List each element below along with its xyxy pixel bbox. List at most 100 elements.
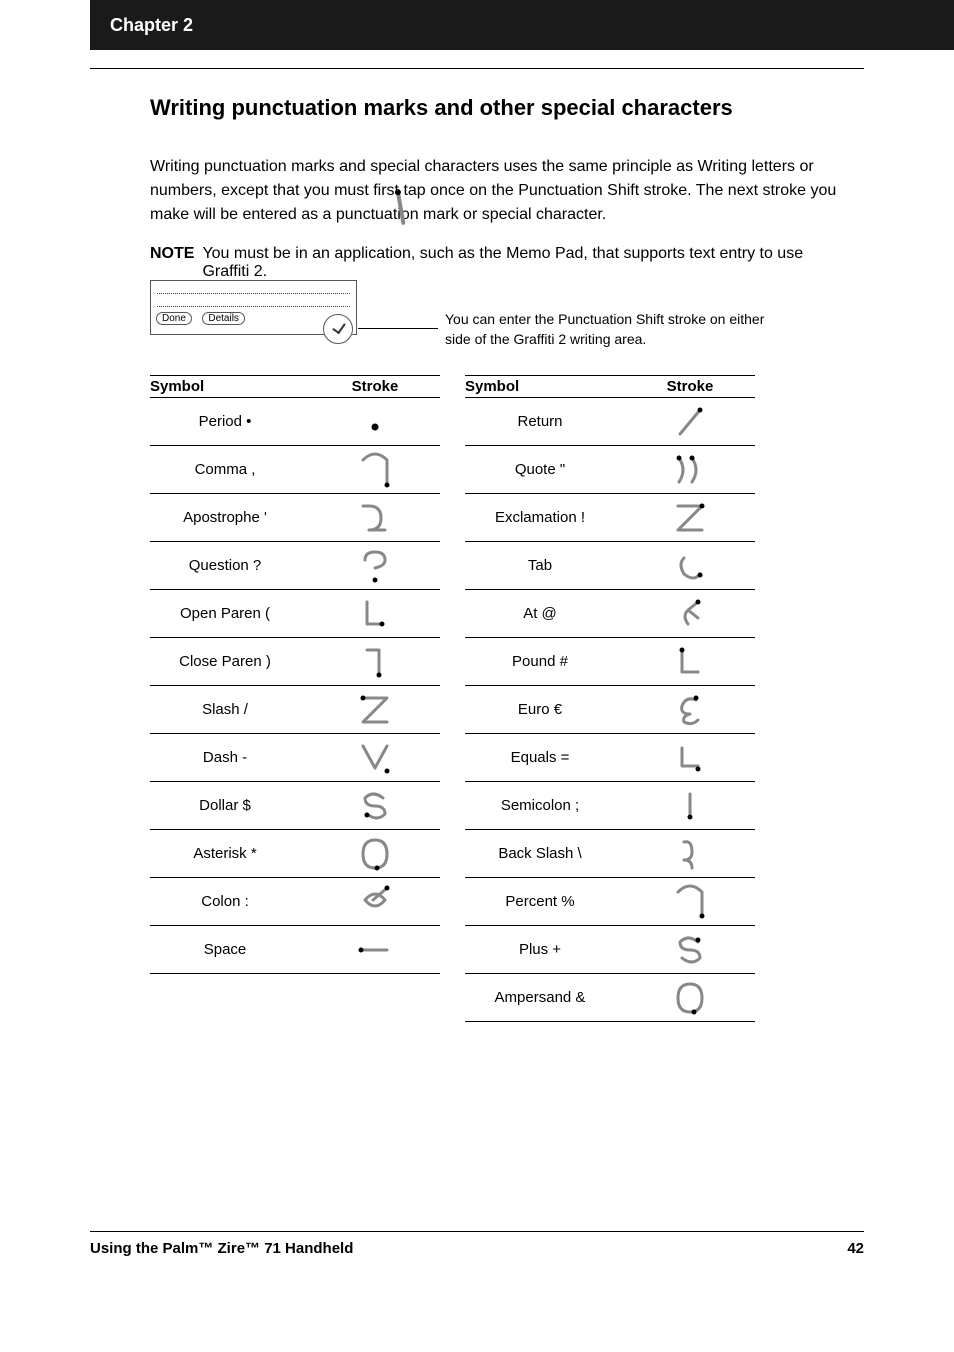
table-row: Colon : xyxy=(150,878,440,926)
stroke-cell xyxy=(310,834,440,874)
symbol-cell: Period • xyxy=(150,413,310,430)
stroke-cell xyxy=(625,594,755,634)
stroke-table-right: Symbol Stroke Return Quote " Exclamation !… xyxy=(465,375,755,1022)
stroke-glyph-icon xyxy=(355,594,395,634)
stroke-cell xyxy=(310,402,440,442)
footer-left: Using the Palm™ Zire™ 71 Handheld xyxy=(90,1240,353,1257)
symbol-cell: Tab xyxy=(465,557,625,574)
table-row: Semicolon ; xyxy=(465,782,755,830)
symbol-cell: Equals = xyxy=(465,749,625,766)
symbol-cell: Plus + xyxy=(465,941,625,958)
stroke-glyph-icon xyxy=(355,738,395,778)
symbol-cell: Close Paren ) xyxy=(150,653,310,670)
table-row: Equals = xyxy=(465,734,755,782)
note-text: You must be in an application, such as t… xyxy=(202,245,850,281)
symbol-cell: Comma , xyxy=(150,461,310,478)
symbol-cell: At @ xyxy=(465,605,625,622)
symbol-cell: Space xyxy=(150,941,310,958)
header-rule xyxy=(90,68,864,69)
stroke-glyph-icon xyxy=(355,930,395,970)
symbol-cell: Quote " xyxy=(465,461,625,478)
note-label: NOTE xyxy=(150,245,194,263)
footer-rule xyxy=(90,1231,864,1232)
table-row: Space xyxy=(150,926,440,974)
table-row: Question ? xyxy=(150,542,440,590)
table-row: Asterisk * xyxy=(150,830,440,878)
stroke-cell xyxy=(625,546,755,586)
stroke-glyph-icon xyxy=(670,402,710,442)
stroke-glyph-icon xyxy=(670,882,710,922)
stroke-glyph-icon xyxy=(355,642,395,682)
stroke-cell xyxy=(625,834,755,874)
symbol-cell: Ampersand & xyxy=(465,989,625,1006)
table-row: Period • xyxy=(150,398,440,446)
stroke-glyph-icon xyxy=(355,690,395,730)
symbol-cell: Semicolon ; xyxy=(465,797,625,814)
stroke-cell xyxy=(310,930,440,970)
symbol-cell: Open Paren ( xyxy=(150,605,310,622)
stroke-glyph-icon xyxy=(670,978,710,1018)
table-row: Percent % xyxy=(465,878,755,926)
stroke-glyph-icon xyxy=(670,690,710,730)
stroke-cell xyxy=(310,690,440,730)
symbol-cell: Exclamation ! xyxy=(465,509,625,526)
stroke-glyph-icon xyxy=(670,834,710,874)
table-row: Tab xyxy=(465,542,755,590)
symbol-cell: Apostrophe ' xyxy=(150,509,310,526)
table-row: At @ xyxy=(465,590,755,638)
stroke-cell xyxy=(310,594,440,634)
stroke-glyph-icon xyxy=(670,594,710,634)
header-chapter-title: Chapter 2 xyxy=(110,15,193,36)
stroke-cell xyxy=(625,738,755,778)
done-button[interactable]: Done xyxy=(156,312,192,325)
stroke-glyph-icon xyxy=(670,498,710,538)
symbol-cell: Dash - xyxy=(150,749,310,766)
table-row: Back Slash \ xyxy=(465,830,755,878)
stroke-glyph-icon xyxy=(355,450,395,490)
stroke-cell xyxy=(310,882,440,922)
caption-leader-line xyxy=(358,328,438,329)
stroke-glyph-icon xyxy=(670,642,710,682)
table-row: Exclamation ! xyxy=(465,494,755,542)
table-row: Euro € xyxy=(465,686,755,734)
stroke-glyph-icon xyxy=(670,450,710,490)
symbol-cell: Question ? xyxy=(150,557,310,574)
table-row: Pound # xyxy=(465,638,755,686)
ui-dotted-line xyxy=(157,282,350,294)
symbol-cell: Return xyxy=(465,413,625,430)
stroke-glyph-icon xyxy=(355,498,395,538)
symbol-cell: Euro € xyxy=(465,701,625,718)
intro-text: Writing punctuation marks and special ch… xyxy=(150,155,850,227)
table-row: Return xyxy=(465,398,755,446)
symbol-cell: Percent % xyxy=(465,893,625,910)
details-button[interactable]: Details xyxy=(202,312,245,325)
stroke-cell xyxy=(625,690,755,730)
th-symbol: Symbol xyxy=(465,378,625,395)
ui-screenshot-box: Done Details xyxy=(150,280,357,335)
punct-shift-caption: You can enter the Punctuation Shift stro… xyxy=(445,310,785,349)
th-symbol: Symbol xyxy=(150,378,310,395)
table-row: Quote " xyxy=(465,446,755,494)
table-row: Open Paren ( xyxy=(150,590,440,638)
punct-shift-indicator xyxy=(323,314,353,344)
stroke-glyph-icon xyxy=(355,402,395,442)
stroke-table-left: Symbol Stroke Period •Comma ,Apostrophe … xyxy=(150,375,440,974)
stroke-cell xyxy=(625,882,755,922)
stroke-cell xyxy=(625,498,755,538)
stroke-cell xyxy=(310,786,440,826)
stroke-cell xyxy=(625,642,755,682)
table-row: Dash - xyxy=(150,734,440,782)
symbol-cell: Pound # xyxy=(465,653,625,670)
stroke-cell xyxy=(625,786,755,826)
symbol-cell: Asterisk * xyxy=(150,845,310,862)
tick-icon xyxy=(332,320,345,334)
stroke-cell xyxy=(625,402,755,442)
table-row: Close Paren ) xyxy=(150,638,440,686)
section-title: Writing punctuation marks and other spec… xyxy=(150,95,850,121)
stroke-glyph-icon xyxy=(355,834,395,874)
symbol-cell: Slash / xyxy=(150,701,310,718)
table-row: Dollar $ xyxy=(150,782,440,830)
table-row: Slash / xyxy=(150,686,440,734)
stroke-cell xyxy=(310,546,440,586)
table-header-row: Symbol Stroke xyxy=(465,376,755,397)
